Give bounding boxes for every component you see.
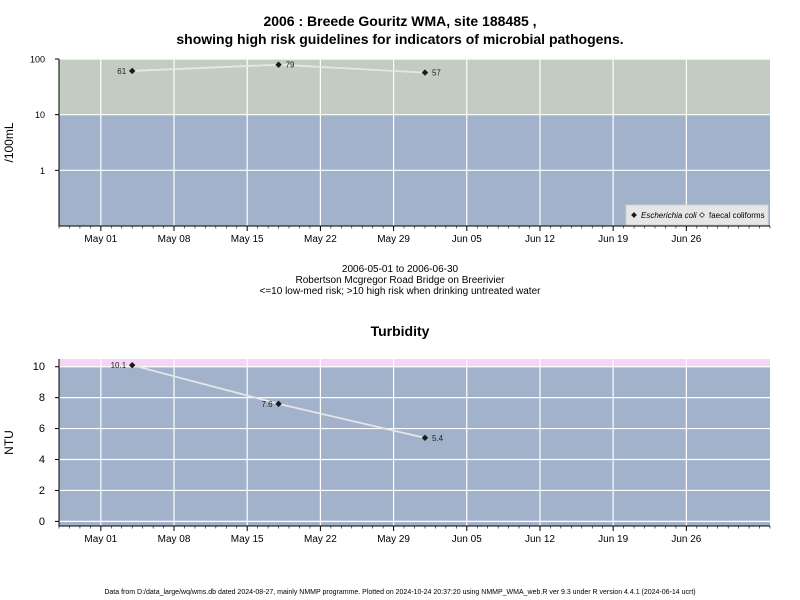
panel1-y-axis-label: /100mL — [2, 122, 16, 162]
panel2-y-tick-label: 4 — [39, 454, 45, 466]
panel2-x-tick-label: May 15 — [231, 534, 264, 545]
panel2-data-point — [421, 434, 429, 442]
panel2-data-point — [275, 400, 282, 408]
turbidity-chart-title: Turbidity — [370, 323, 430, 339]
panel2-x-tick-label: May 01 — [84, 534, 117, 545]
panel2-y-tick-label: 2 — [39, 485, 45, 497]
data-source-footer: Data from D:/data_large/wq/wms.db dated … — [104, 589, 696, 596]
chart-title-line-1: 2006 : Breede Gouritz WMA, site 188485 , — [263, 13, 537, 29]
panel1-data-label: 57 — [432, 69, 441, 78]
panel2-x-tick-label: Jun 12 — [525, 534, 555, 545]
panel1-x-tick-label: May 22 — [304, 234, 337, 245]
panel2-data-label: 10.1 — [111, 361, 127, 370]
panel2-x-tick-label: May 22 — [304, 534, 337, 545]
panel2-x-tick-label: May 08 — [158, 534, 191, 545]
panel1-risk-band-2 — [59, 59, 770, 115]
panel2-x-tick-label: May 29 — [377, 534, 410, 545]
panel2-x-tick-label: Jun 26 — [671, 534, 701, 545]
panel1-x-tick-label: Jun 12 — [525, 234, 555, 245]
panel1-x-tick-label: May 08 — [158, 234, 191, 245]
panel2-y-tick-label: 0 — [39, 516, 45, 528]
panel1-y-tick-label: 100 — [30, 55, 45, 65]
panel2-y-tick-label: 10 — [33, 361, 45, 373]
panel1-legend-marker — [631, 212, 637, 218]
panel2-y-tick-label: 8 — [39, 392, 45, 404]
panel2-y-axis-label: NTU — [2, 430, 16, 455]
panel2-risk-band-1 — [59, 366, 770, 526]
risk-guideline-caption: <=10 low-med risk; >10 high risk when dr… — [259, 286, 541, 297]
panel1-data-point — [128, 67, 136, 75]
date-range-caption: 2006-05-01 to 2006-06-30 — [341, 264, 459, 275]
panel2-data-point — [128, 361, 136, 369]
panel1-x-tick-label: May 15 — [231, 234, 264, 245]
panel2-data-label: 5.4 — [432, 434, 444, 443]
panel1-legend-label: faecal coliforms — [709, 211, 765, 220]
panel2-x-tick-label: Jun 05 — [452, 534, 482, 545]
panel1-y-tick-label: 10 — [35, 110, 45, 120]
panel1-x-tick-label: Jun 19 — [598, 234, 628, 245]
panel1-data-point — [421, 69, 429, 76]
panel1-data-label: 79 — [286, 61, 295, 70]
panel1-x-tick-label: Jun 26 — [671, 234, 701, 245]
panel1-x-tick-label: May 29 — [377, 234, 410, 245]
panel2-y-tick-label: 6 — [39, 423, 45, 435]
chart-title-line-2: showing high risk guidelines for indicat… — [176, 31, 624, 47]
site-name-caption: Robertson Mcgregor Road Bridge on Breeri… — [295, 275, 505, 286]
panel1-data-label: 61 — [117, 67, 126, 76]
panel2-data-label: 7.6 — [261, 400, 273, 409]
panel1-legend-marker — [699, 212, 705, 218]
panel1-data-point — [275, 61, 282, 68]
panel2-x-tick-label: Jun 19 — [598, 534, 628, 545]
panel2-risk-band-2 — [59, 359, 770, 367]
panel1-legend-label: Escherichia coli — [641, 211, 697, 220]
panel1-x-tick-label: May 01 — [84, 234, 117, 245]
panel1-y-tick-label: 1 — [40, 166, 45, 176]
panel1-x-tick-label: Jun 05 — [452, 234, 482, 245]
panel1-legend-box — [625, 204, 769, 226]
